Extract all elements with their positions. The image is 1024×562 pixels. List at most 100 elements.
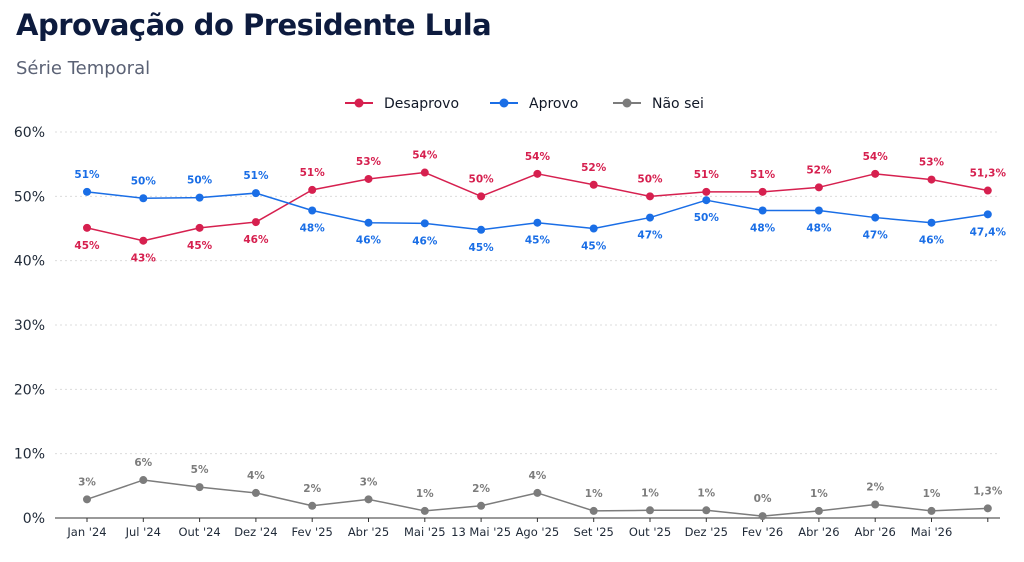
data-label: 2% xyxy=(866,481,884,493)
data-label: 43% xyxy=(131,253,157,265)
data-label: 46% xyxy=(412,235,438,247)
data-label: 48% xyxy=(300,222,326,234)
data-point xyxy=(927,175,936,184)
data-point xyxy=(420,506,429,515)
data-label: 1% xyxy=(641,487,659,499)
data-point xyxy=(927,218,936,227)
x-tick-label: Out '25 xyxy=(629,525,671,539)
data-point xyxy=(477,501,486,510)
data-label: 54% xyxy=(525,151,551,163)
data-label: 1% xyxy=(810,488,828,500)
legend-label: Não sei xyxy=(652,96,704,112)
data-label: 0% xyxy=(754,493,772,505)
data-point xyxy=(308,185,317,194)
x-tick-label: Jan '24 xyxy=(66,525,106,539)
chart-title: Aprovação do Presidente Lula xyxy=(16,8,492,42)
data-label: 1% xyxy=(697,487,715,499)
chart-subtitle: Série Temporal xyxy=(16,58,151,79)
data-point xyxy=(758,512,767,521)
data-label: 48% xyxy=(750,222,776,234)
data-point xyxy=(83,187,91,196)
data-label: 50% xyxy=(637,173,663,185)
data-label: 45% xyxy=(74,240,100,252)
data-label: 5% xyxy=(191,464,209,476)
data-point xyxy=(83,223,91,232)
data-point xyxy=(364,174,373,183)
data-label: 51% xyxy=(243,170,269,182)
data-point xyxy=(983,186,992,195)
data-label: 1% xyxy=(416,488,434,500)
data-point xyxy=(251,218,260,227)
data-point xyxy=(589,224,598,233)
y-tick-label: 50% xyxy=(14,189,45,205)
data-label: 1% xyxy=(923,488,941,500)
data-point xyxy=(983,210,992,219)
data-label: 4% xyxy=(247,470,265,482)
data-label: 54% xyxy=(863,151,889,163)
data-point xyxy=(814,183,823,192)
data-point xyxy=(533,488,542,497)
data-label: 53% xyxy=(356,156,382,168)
x-tick-label: Mai '25 xyxy=(404,525,446,539)
data-point xyxy=(927,506,936,515)
legend-label: Desaprovo xyxy=(384,96,459,112)
data-point xyxy=(477,225,486,234)
data-label: 47% xyxy=(863,230,889,242)
data-label: 45% xyxy=(581,241,607,253)
y-tick-label: 0% xyxy=(23,511,45,527)
data-label: 50% xyxy=(187,175,213,187)
data-point xyxy=(702,506,711,515)
data-label: 3% xyxy=(360,476,378,488)
data-point xyxy=(533,218,542,227)
data-point xyxy=(758,187,767,196)
data-label: 46% xyxy=(919,235,945,247)
data-label: 2% xyxy=(472,483,490,495)
data-label: 4% xyxy=(528,470,546,482)
data-point xyxy=(195,193,204,202)
data-point xyxy=(195,223,204,232)
data-point xyxy=(814,206,823,215)
data-label: 52% xyxy=(806,164,832,176)
x-tick-label: Fev '25 xyxy=(292,525,333,539)
data-label: 51% xyxy=(300,167,326,179)
data-point xyxy=(871,169,880,178)
x-tick-label: Fev '26 xyxy=(742,525,783,539)
legend-swatch-marker xyxy=(622,98,632,108)
y-tick-label: 10% xyxy=(14,447,45,463)
legend-label: Aprovo xyxy=(529,96,578,112)
data-label: 45% xyxy=(469,242,495,254)
data-point xyxy=(814,506,823,515)
data-label: 51% xyxy=(74,169,100,181)
data-label: 47% xyxy=(637,230,663,242)
data-label: 46% xyxy=(243,234,269,246)
y-tick-label: 30% xyxy=(14,318,45,334)
data-label: 53% xyxy=(919,157,945,169)
x-tick-label: Out '24 xyxy=(178,525,220,539)
x-tick-label: Dez '25 xyxy=(685,525,728,539)
x-tick-label: Dez '24 xyxy=(234,525,277,539)
data-point xyxy=(758,206,767,215)
data-point xyxy=(871,213,880,222)
data-label: 50% xyxy=(694,212,720,224)
data-label: 50% xyxy=(131,175,157,187)
x-tick-label: Jul '24 xyxy=(125,525,161,539)
data-point xyxy=(533,169,542,178)
data-point xyxy=(420,219,429,228)
data-point xyxy=(195,483,204,492)
data-point xyxy=(83,495,91,504)
data-point xyxy=(983,504,992,513)
x-tick-label: Abr '26 xyxy=(855,525,896,539)
data-point xyxy=(251,189,260,198)
x-tick-label: Set '25 xyxy=(574,525,614,539)
data-point xyxy=(477,192,486,201)
legend-swatch-marker xyxy=(354,98,364,108)
data-point xyxy=(364,218,373,227)
data-label: 54% xyxy=(412,150,438,162)
legend-swatch-marker xyxy=(499,98,509,108)
y-tick-label: 20% xyxy=(14,382,45,398)
data-point xyxy=(589,506,598,515)
data-point xyxy=(589,180,598,189)
data-label: 48% xyxy=(806,222,832,234)
x-tick-label: 13 Mai '25 xyxy=(451,525,511,539)
